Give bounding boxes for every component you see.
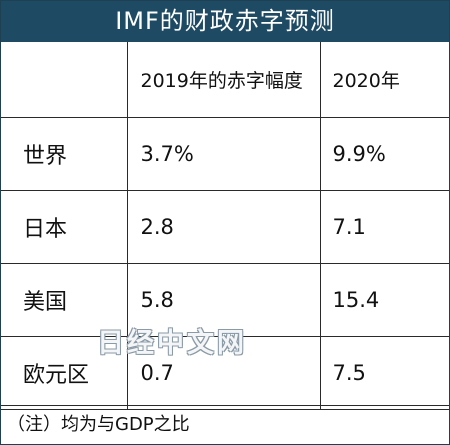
cell-eurozone-2019: 0.7 (126, 336, 321, 410)
table-body: 2019年的赤字幅度 2020年 世界 3.7% 9.9% 日本 2.8 7.1… (1, 42, 449, 410)
header-cell-2020: 2020年 (319, 42, 449, 118)
cell-japan-2020: 7.1 (319, 190, 449, 264)
cell-world-2020: 9.9% (319, 117, 449, 191)
cell-usa-2020: 15.4 (319, 263, 449, 337)
row-label-eurozone: 欧元区 (1, 336, 128, 410)
table-row-eurozone: 欧元区 0.7 7.5 (1, 336, 449, 410)
deficit-table: 2019年的赤字幅度 2020年 世界 3.7% 9.9% 日本 2.8 7.1… (1, 42, 449, 410)
table-title: IMF的财政赤字预测 (1, 1, 449, 42)
cell-usa-2019: 5.8 (126, 263, 321, 337)
table-row-world: 世界 3.7% 9.9% (1, 117, 449, 191)
header-row: 2019年的赤字幅度 2020年 (1, 42, 449, 118)
cell-japan-2019: 2.8 (126, 190, 321, 264)
table-row-usa: 美国 5.8 15.4 (1, 263, 449, 337)
row-label-usa: 美国 (1, 263, 128, 337)
footnote: （注）均为与GDP之比 (1, 405, 449, 444)
cell-world-2019: 3.7% (126, 117, 321, 191)
row-label-world: 世界 (1, 117, 128, 191)
header-cell-2019: 2019年的赤字幅度 (126, 42, 321, 118)
table-row-japan: 日本 2.8 7.1 (1, 190, 449, 264)
cell-eurozone-2020: 7.5 (319, 336, 449, 410)
row-label-japan: 日本 (1, 190, 128, 264)
header-cell-empty (1, 42, 128, 118)
